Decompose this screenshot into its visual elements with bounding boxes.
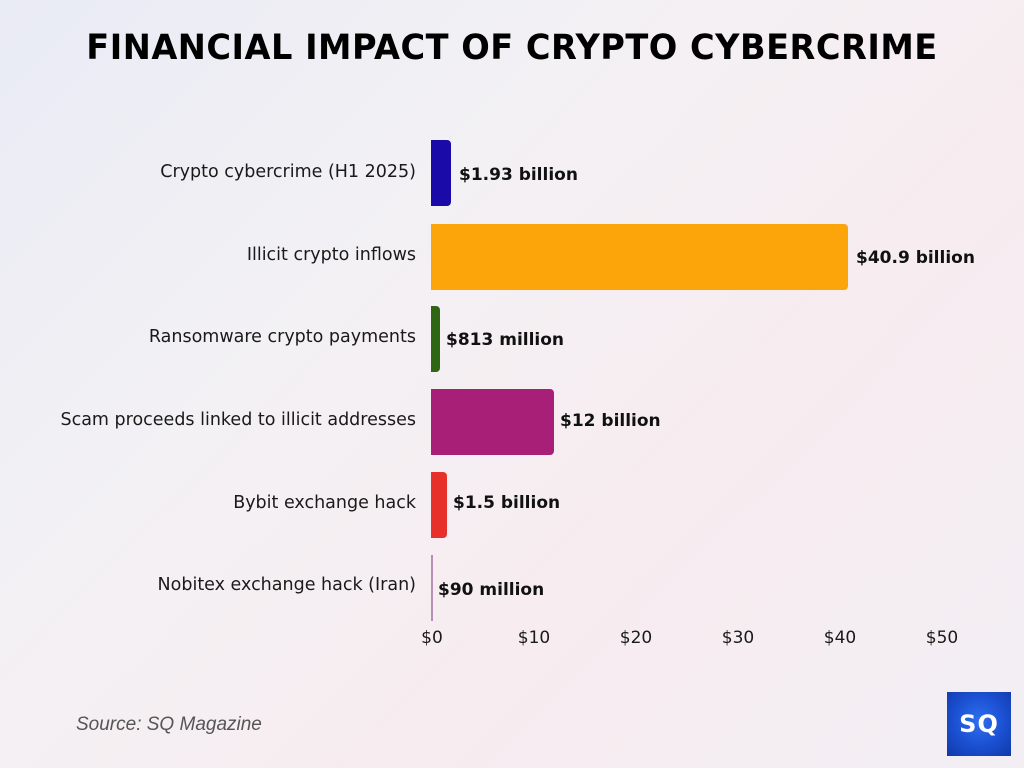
category-label: Scam proceeds linked to illicit addresse… [60, 410, 416, 430]
category-label: Nobitex exchange hack (Iran) [157, 575, 416, 595]
category-label: Ransomware crypto payments [148, 327, 416, 347]
value-label: $1.93 billion [459, 165, 578, 185]
bar-bybit-hack [431, 472, 447, 538]
value-label: $40.9 billion [856, 248, 975, 268]
bar-nobitex-hack [431, 555, 433, 621]
x-tick: $10 [517, 628, 551, 648]
sq-logo: SQ [947, 692, 1011, 756]
x-tick: $20 [619, 628, 653, 648]
category-label: Bybit exchange hack [233, 493, 416, 513]
category-label: Crypto cybercrime (H1 2025) [160, 162, 416, 182]
value-label: $1.5 billion [453, 493, 561, 513]
source-note: Source: SQ Magazine [76, 714, 262, 735]
x-tick: $50 [925, 628, 959, 648]
x-tick: $0 [421, 628, 443, 648]
bar-illicit-inflows [431, 224, 848, 290]
value-label: $813 million [446, 330, 565, 350]
category-label: Illicit crypto inflows [246, 245, 416, 265]
chart-title: FINANCIAL IMPACT OF CRYPTO CYBERCRIME [86, 28, 938, 68]
logo-text: SQ [959, 710, 999, 738]
value-label: $12 billion [560, 411, 661, 431]
value-label: $90 million [438, 580, 545, 600]
bar-ransomware [431, 306, 440, 372]
x-tick: $40 [823, 628, 857, 648]
bar-crypto-cybercrime [431, 140, 451, 206]
x-tick: $30 [721, 628, 755, 648]
bar-scam-proceeds [431, 389, 554, 455]
